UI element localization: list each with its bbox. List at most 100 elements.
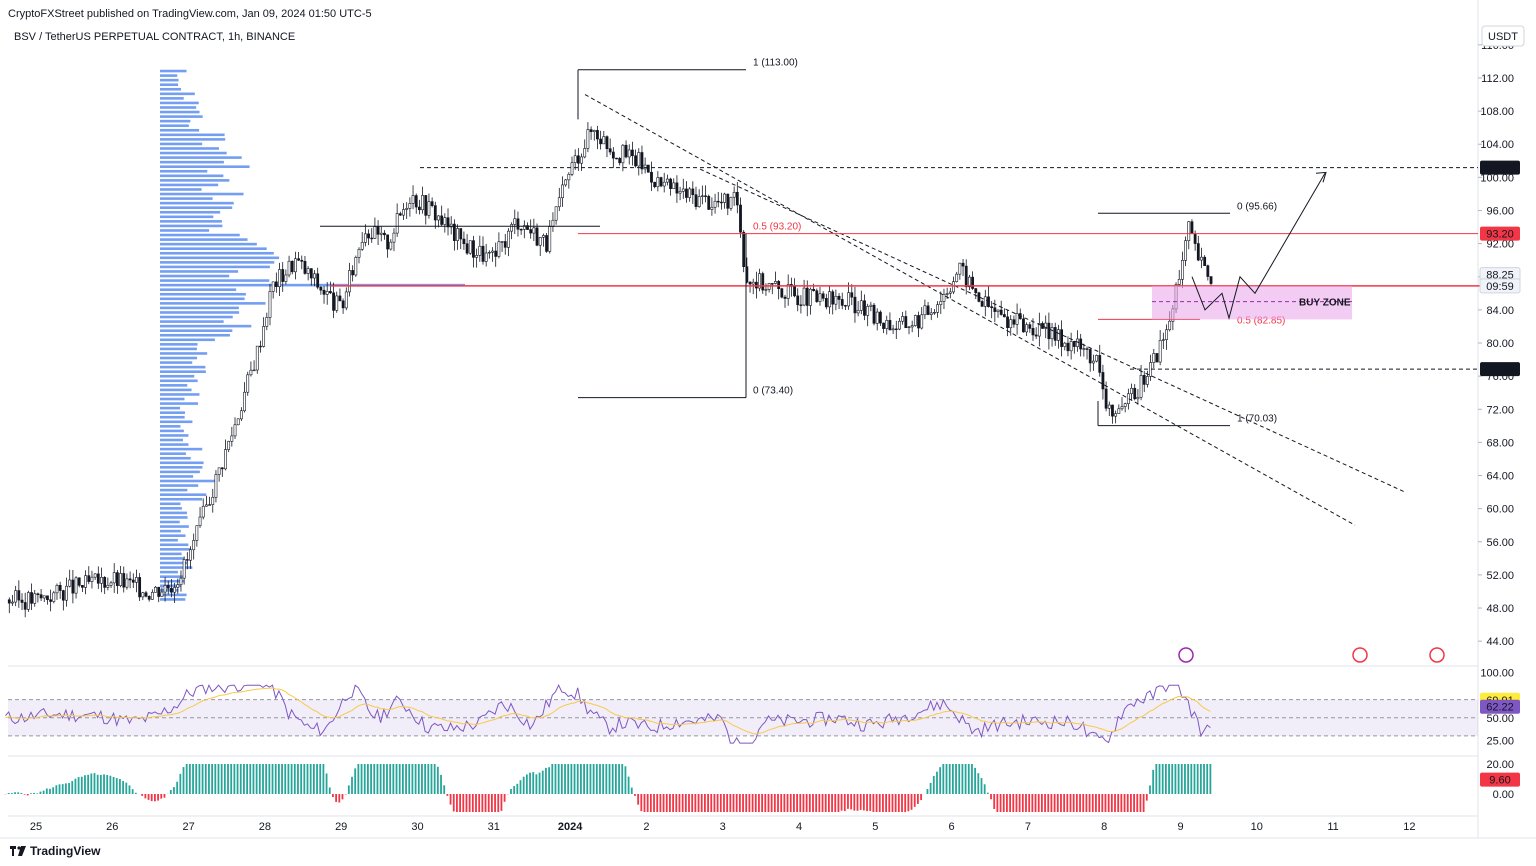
volume-bar [160,379,198,383]
candle-body [1031,328,1035,336]
candle-body [332,292,335,311]
volume-bar [160,215,214,219]
candle-body [360,242,364,250]
macd-bar [723,794,725,812]
candle-body [351,270,355,276]
candle-body [700,195,704,197]
macd-bar [1152,769,1155,794]
tradingview-logo[interactable]: TradingView [10,844,100,858]
macd-bar [249,764,252,794]
candle-body [1085,348,1089,350]
us-flag-icon [1352,647,1368,663]
candle-body [1015,313,1019,325]
candle-body [357,249,361,258]
candle-body [1181,260,1184,280]
macd-bar [525,774,528,794]
macd-bar [640,794,643,812]
macd-bar [436,766,439,794]
macd-bar [176,781,179,794]
candle-body [907,326,911,329]
macd-bar [45,788,48,794]
volume-bar [160,224,223,228]
volume-bar [160,566,193,569]
candle-body [567,174,571,181]
macd-bar [818,794,821,812]
candle-body [383,232,386,236]
candle-body [799,304,803,306]
candle-body [516,218,520,230]
macd-bar [23,794,26,795]
macd-bar [859,794,862,810]
candle-body [1114,413,1118,417]
candle-body [84,575,87,588]
candle-body [303,261,307,274]
volume-bar [160,507,182,510]
macd-bar [179,773,182,794]
candle-body [456,228,459,241]
macd-bar [882,794,884,812]
y-tick-label: 80.00 [1486,338,1514,350]
volume-bar [160,74,178,77]
candle-body [170,587,173,593]
candle-body [570,162,574,175]
candle-body [1117,408,1121,414]
candle-body [624,144,628,158]
candle-body [135,577,138,583]
macd-bar [84,775,86,794]
candle-body [379,232,383,235]
candle-body [961,262,965,267]
candle-body [115,572,119,586]
candle-body [71,579,75,594]
macd-bar [983,784,986,794]
candle-body [1069,341,1073,352]
candle-body [452,223,456,241]
candle-body [176,584,180,588]
macd-bar [1180,764,1183,794]
candle-body [859,300,863,311]
volume-bar [160,493,207,496]
volume-bar [160,115,203,118]
candle-body [316,273,320,288]
macd-bar [1130,794,1132,812]
macd-bar [799,794,802,812]
volume-bar [160,283,465,287]
candle-body [150,592,154,600]
volume-bar [160,302,266,305]
macd-bar [595,764,598,794]
candle-body [685,188,688,198]
candle-body [761,273,765,291]
macd-bar [1133,794,1135,812]
macd-bar [462,794,465,812]
candle-body [363,233,367,243]
macd-bar [414,764,417,794]
macd-bar [1171,764,1174,794]
candle-body [160,591,164,597]
trendline-upper [699,168,1406,493]
macd-bar [417,764,420,794]
macd-bar [1053,794,1056,812]
volume-bar [160,83,179,87]
brand-text: TradingView [30,844,101,858]
volume-bar [160,279,270,282]
candle-body [535,227,539,246]
volume-bar [160,511,187,515]
macd-bar [233,764,236,794]
candle-body [262,326,266,347]
candle-body [119,573,122,586]
volume-bar [160,128,200,132]
candle-body [716,200,720,203]
macd-bar [773,794,776,812]
macd-bar [1117,794,1120,812]
macd-bar [538,772,541,794]
candle-body [125,578,129,588]
macd-bar [710,794,713,812]
macd-value-label: 9.60 [1489,775,1510,787]
macd-bar [907,794,910,812]
macd-bar [770,794,773,812]
macd-bar [964,764,967,794]
volume-bar [160,415,185,419]
volume-bar [160,470,200,474]
candle-body [656,177,660,188]
macd-bar [831,794,833,812]
